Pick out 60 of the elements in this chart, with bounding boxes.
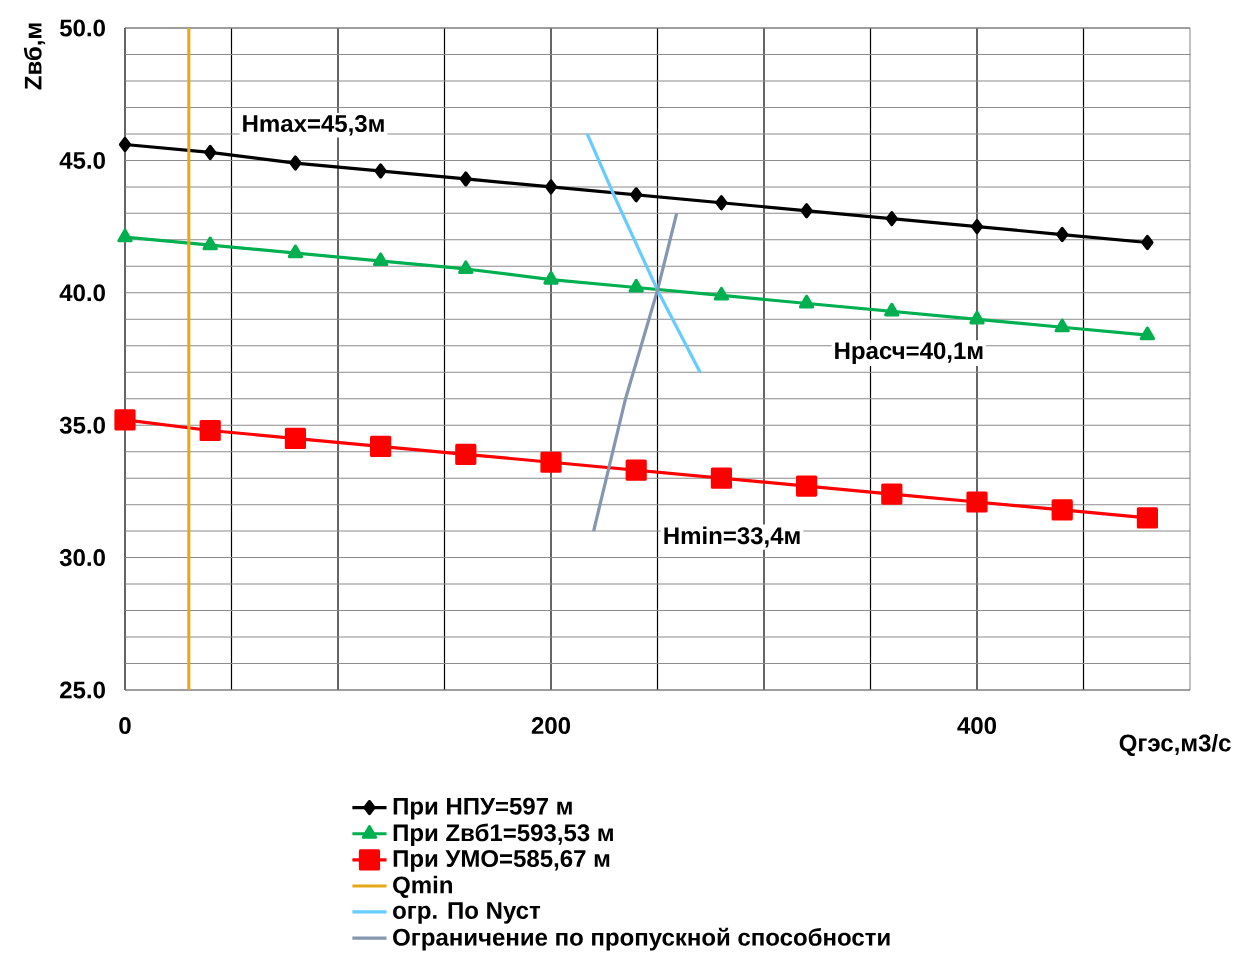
point	[715, 195, 728, 211]
point	[1136, 507, 1158, 529]
point	[289, 155, 302, 171]
point	[374, 163, 387, 179]
y-tick-label: 25.0	[60, 681, 105, 699]
point	[117, 228, 133, 243]
annotation: Hmin=33,4м	[664, 526, 800, 548]
point	[1141, 234, 1154, 251]
point	[630, 187, 643, 203]
point	[881, 483, 903, 505]
legend-label: Qmin	[393, 875, 452, 898]
x-tick-label: 0	[119, 717, 131, 735]
legend-label: При НПУ=597 м	[393, 797, 572, 820]
legend-label: Ограничение по пропускной способности	[393, 927, 890, 951]
annotation: Hmax=45,3м	[243, 115, 384, 136]
point	[1056, 226, 1069, 243]
point	[966, 491, 988, 513]
point	[458, 260, 474, 275]
point	[884, 302, 900, 317]
point	[1051, 499, 1073, 521]
point	[1054, 318, 1070, 333]
legend-label: огр. По Nуст	[393, 902, 541, 924]
point	[284, 427, 307, 450]
point	[199, 419, 221, 442]
point	[455, 443, 477, 465]
point	[372, 252, 389, 267]
point	[287, 244, 304, 259]
point	[114, 409, 136, 431]
point	[800, 203, 813, 219]
y-axis-title: Zвб,м	[23, 23, 46, 90]
point	[970, 219, 984, 235]
y-tick-label: 40.0	[59, 284, 105, 302]
y-tick-label: 50.0	[59, 19, 105, 37]
point	[204, 144, 217, 161]
point	[459, 171, 472, 187]
legend-label: При УМО=585,67 м	[393, 850, 610, 872]
x-axis-title: Qгэс,м3/с	[1119, 733, 1231, 757]
y-tick-label: 35.0	[59, 416, 105, 434]
x-tick-label: 400	[957, 717, 997, 735]
point	[713, 286, 730, 301]
point	[202, 236, 218, 251]
line-series	[585, 132, 702, 374]
point	[625, 459, 647, 481]
x-tick-label: 200	[531, 717, 571, 735]
point	[1139, 326, 1156, 341]
annotation: Hрасч=40,1м	[835, 342, 983, 364]
legend-label: При Zвб1=593,53 м	[393, 823, 613, 847]
point	[544, 179, 558, 195]
point	[710, 467, 732, 489]
point	[543, 270, 559, 285]
point	[118, 136, 132, 153]
point	[370, 435, 392, 457]
y-tick-label: 30.0	[59, 549, 105, 567]
point	[540, 451, 562, 473]
point	[628, 278, 644, 293]
point	[796, 475, 818, 497]
point	[798, 294, 815, 309]
y-tick-label: 45.0	[59, 151, 105, 169]
point	[885, 211, 898, 227]
point	[969, 310, 985, 325]
